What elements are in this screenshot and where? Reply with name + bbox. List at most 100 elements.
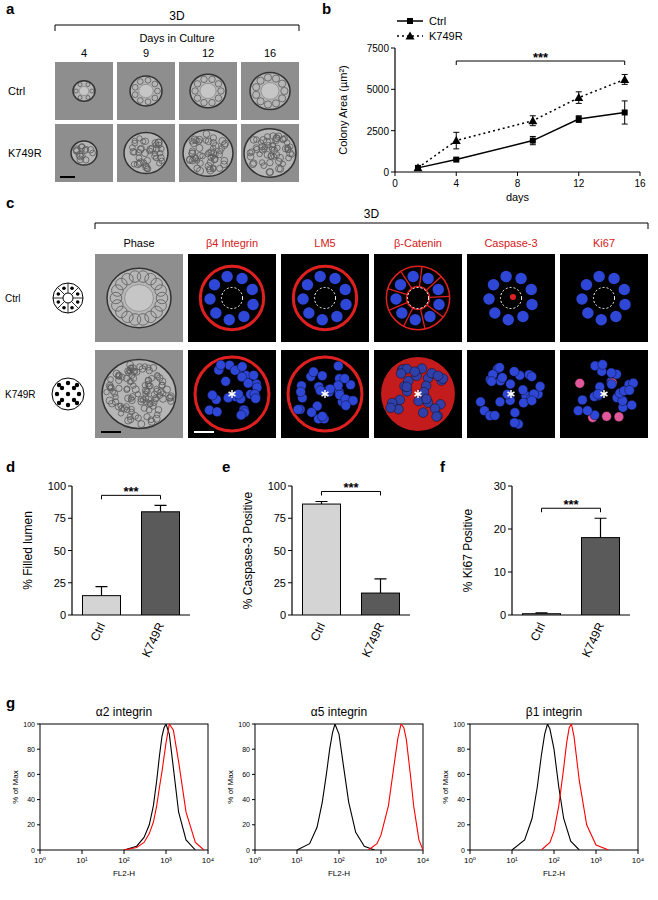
- y-tick: [288, 486, 292, 487]
- schematic-nucleus: [66, 381, 70, 385]
- x-tick: [512, 850, 513, 854]
- image-background: [95, 254, 183, 342]
- cell: [131, 162, 136, 167]
- nucleus: [483, 293, 494, 304]
- x-tick-label: 10³: [375, 856, 387, 865]
- image-background: [560, 254, 648, 342]
- cell: [155, 407, 162, 414]
- phase-image: [179, 62, 237, 120]
- lumen-outline: [407, 287, 428, 308]
- y-tick: [252, 749, 255, 750]
- y-tick: [391, 89, 395, 90]
- phase-image: [241, 124, 299, 182]
- cell: [210, 145, 216, 151]
- x-tick: [596, 850, 597, 854]
- nucleus: [593, 389, 603, 399]
- asterisk-mark: [322, 392, 329, 396]
- cell: [153, 142, 159, 148]
- cell: [152, 95, 158, 101]
- cell: [151, 391, 157, 397]
- cell: [73, 147, 80, 154]
- cell: [132, 386, 139, 393]
- y-tick-label: 60: [242, 771, 250, 778]
- bar: [523, 614, 561, 615]
- y-tick: [37, 774, 40, 775]
- x-axis-label: FL2-H: [328, 869, 350, 878]
- significance-label: ***: [343, 480, 359, 495]
- y-axis: [394, 48, 395, 172]
- bar: [142, 512, 180, 615]
- y-tick-label: 50: [54, 545, 66, 557]
- nucleus: [625, 385, 635, 395]
- schematic-cell: [68, 303, 69, 313]
- nucleus: [593, 271, 604, 282]
- asterisk-mark: [415, 392, 422, 396]
- y-tick: [508, 529, 512, 530]
- y-tick: [68, 615, 72, 616]
- nucleus: [221, 376, 231, 386]
- row-label: K749R: [8, 147, 42, 159]
- cell: [145, 273, 157, 285]
- cell: [116, 385, 122, 391]
- nucleus: [318, 411, 328, 421]
- cell: [205, 138, 212, 145]
- marker: [574, 93, 583, 101]
- y-tick: [508, 572, 512, 573]
- phase-image: [117, 124, 175, 182]
- lumen-outline: [593, 287, 614, 308]
- x-tick: [517, 172, 518, 176]
- x-tick: [638, 850, 639, 854]
- nucleus: [251, 394, 261, 404]
- fluorescence-image: [281, 350, 369, 438]
- panel-letter: b: [322, 0, 331, 17]
- nucleus: [212, 407, 222, 417]
- nucleus: [340, 374, 350, 384]
- y-axis-label: % of Max: [11, 770, 20, 803]
- bar: [582, 538, 620, 615]
- cell: [218, 88, 224, 94]
- cell: [168, 393, 175, 400]
- nucleus: [331, 311, 342, 322]
- legend-label: K749R: [429, 30, 463, 42]
- cell: [187, 156, 194, 163]
- x-tick-label: 10⁴: [202, 856, 215, 865]
- x-tick-label: 10⁰: [464, 856, 476, 865]
- error-bar: [530, 136, 536, 144]
- cell: [144, 157, 150, 163]
- plot-frame: [40, 724, 208, 850]
- y-tick-label: 7500: [367, 43, 390, 54]
- nucleus: [210, 307, 221, 318]
- y-tick-label: 80: [27, 746, 35, 753]
- image-background: [241, 62, 299, 120]
- y-tick: [252, 824, 255, 825]
- nucleus: [407, 271, 418, 282]
- cell: [280, 136, 287, 143]
- cell: [279, 95, 286, 102]
- y-tick-label: 100: [23, 721, 35, 728]
- nucleus: [495, 363, 505, 373]
- cell: [155, 300, 167, 312]
- nucleus: [488, 279, 499, 290]
- nucleus: [297, 293, 308, 304]
- cell: [209, 76, 215, 82]
- cell: [203, 131, 210, 138]
- nucleus: [410, 367, 420, 377]
- y-tick: [508, 615, 512, 616]
- cell: [217, 165, 223, 171]
- basement-stain: [200, 266, 263, 329]
- cell: [146, 365, 151, 370]
- nucleus: [309, 367, 319, 377]
- lumen-outline: [314, 287, 335, 308]
- cell: [148, 418, 155, 425]
- cell: [132, 412, 139, 419]
- nucleus: [527, 396, 537, 406]
- y-tick-label: 60: [27, 771, 35, 778]
- column-header: Caspase-3: [484, 237, 537, 249]
- nucleus: [307, 408, 317, 418]
- row-label: Ctrl: [8, 85, 25, 97]
- x-tick-label: 10⁴: [417, 856, 430, 865]
- fluorescence-image: [374, 254, 462, 342]
- x-tick: [40, 850, 41, 854]
- y-tick-label: 2500: [367, 126, 390, 137]
- cell: [250, 136, 257, 143]
